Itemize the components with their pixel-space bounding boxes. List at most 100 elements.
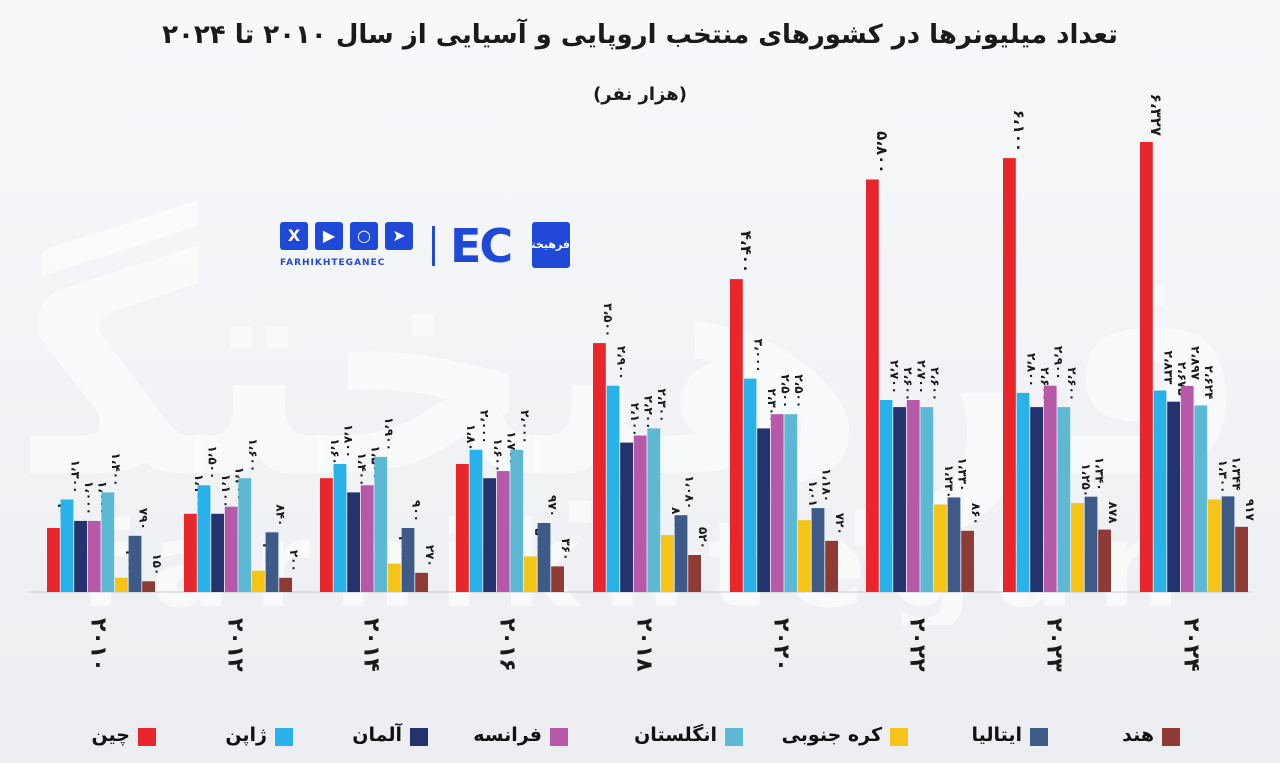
bar-8-1	[142, 581, 155, 592]
legend-swatch-6	[890, 728, 908, 746]
value-label-3-1: ۱،۰۰۰	[82, 481, 96, 515]
bar-3-4	[483, 478, 496, 592]
bar-6-9	[1208, 499, 1221, 592]
bar-2-2	[197, 485, 211, 592]
bar-8-2	[279, 577, 292, 592]
bar-1-9	[1140, 142, 1153, 592]
bar-3-9	[1167, 401, 1180, 592]
bar-1-3	[320, 478, 333, 592]
legend-item-6: کره جنوبی	[770, 722, 910, 752]
legend-item-7: ایتالیا	[910, 722, 1050, 752]
bar-8-6	[825, 540, 838, 592]
legend-item-8: هند	[1042, 722, 1182, 752]
brand-badge: فرهیختگان	[532, 222, 570, 268]
youtube-icon: ▶	[315, 222, 343, 250]
bar-1-2	[184, 513, 197, 592]
bar-5-8	[1057, 407, 1071, 592]
bar-5-7	[920, 407, 934, 592]
bar-5-1	[101, 492, 115, 592]
value-label-2-1: ۱،۳۰۰	[68, 460, 82, 494]
legend-swatch-2	[275, 728, 293, 746]
value-label-5-8: ۲،۶۰۰	[1065, 367, 1079, 401]
value-label-2-2: ۱،۵۰۰	[205, 445, 219, 479]
legend-item-4: فرانسه	[430, 722, 570, 752]
legend: چین ژاپن آلمان فرانسه انگلستان کره جنوبی ایتال…	[0, 722, 1280, 752]
legend-label-3: آلمان	[352, 724, 402, 746]
value-label-6-8: ۱،۲۵۰	[1079, 463, 1093, 497]
legend-label-6: کره جنوبی	[781, 724, 882, 746]
value-label-5-9: ۲،۶۲۴	[1202, 366, 1216, 400]
bar-3-1	[74, 520, 87, 592]
value-label-5-7: ۲،۶۰۰	[928, 367, 942, 401]
category-label-7: ۲۰۲۲	[904, 618, 929, 672]
legend-item-1: چین	[18, 722, 158, 752]
legend-item-3: آلمان	[290, 722, 430, 752]
bar-3-6	[757, 428, 770, 592]
value-label-8-6: ۷۲۰	[833, 513, 847, 535]
brand-divider	[432, 226, 435, 266]
bar-4-9	[1180, 386, 1194, 592]
category-label-2: ۲۰۱۲	[222, 618, 247, 672]
bar-6-8	[1071, 503, 1084, 592]
bar-8-3	[415, 572, 428, 592]
legend-item-2: ژاپن	[155, 722, 295, 752]
value-label-4-9: ۲،۸۹۷	[1189, 346, 1203, 381]
bar-1-7	[866, 179, 879, 592]
bar-3-5	[620, 442, 633, 592]
value-label-4-7: ۲،۷۰۰	[915, 360, 929, 394]
value-label-2-5: ۲،۹۰۰	[614, 346, 628, 380]
legend-label-5: انگلستان	[634, 724, 717, 746]
bar-5-6	[784, 414, 798, 592]
value-label-8-9: ۹۱۷	[1243, 499, 1257, 522]
value-label-2-6: ۳،۰۰۰	[751, 339, 765, 373]
value-label-1-8: ۶،۱۰۰	[1010, 110, 1028, 152]
value-label-8-3: ۲۷۰	[423, 545, 437, 567]
category-label-3: ۲۰۱۴	[358, 618, 383, 672]
value-label-7-3: ۹۰۰	[409, 500, 423, 522]
bar-3-2	[211, 513, 224, 592]
value-label-7-5: ۱،۰۸۰	[682, 475, 696, 509]
bar-5-2	[238, 478, 252, 592]
brand-logo: X ▶ ○ ➤ FARHIKHTEGANEC EC فرهیختگان	[280, 222, 580, 274]
value-label-2-7: ۲،۷۰۰	[887, 360, 901, 394]
value-label-8-5: ۵۲۰	[696, 527, 710, 549]
value-label-2-4: ۲،۰۰۰	[477, 410, 491, 444]
legend-swatch-3	[410, 728, 428, 746]
bar-8-5	[688, 555, 701, 592]
bar-2-3	[333, 464, 347, 592]
bar-2-9	[1153, 390, 1167, 592]
bar-4-4	[496, 471, 510, 592]
value-label-3-7: ۲،۶۰۰	[901, 367, 915, 401]
bar-2-4	[469, 449, 483, 592]
bar-1-1	[47, 528, 60, 592]
legend-item-5: انگلستان	[605, 722, 745, 752]
bar-1-6	[730, 279, 743, 592]
bar-1-8	[1003, 158, 1016, 592]
bar-7-3	[401, 528, 415, 592]
bar-5-3	[374, 456, 388, 592]
bar-7-9	[1221, 496, 1235, 592]
value-label-8-8: ۸۷۸	[1106, 502, 1120, 525]
bar-5-5	[647, 428, 661, 592]
value-label-3-3: ۱،۴۰۰	[355, 453, 369, 487]
category-label-9: ۲۰۲۴	[1178, 618, 1203, 672]
value-label-8-2: ۲۰۰	[287, 550, 301, 572]
legend-swatch-1	[138, 728, 156, 746]
value-label-1-4: ۱،۸۰۰	[464, 424, 478, 458]
bar-7-1	[128, 535, 142, 592]
bar-6-3	[388, 563, 401, 592]
value-label-7-9: ۱،۳۴۴	[1229, 457, 1243, 491]
value-label-5-6: ۲،۵۰۰	[792, 374, 806, 408]
brand-ec: EC	[450, 219, 513, 273]
bar-2-5	[606, 385, 620, 592]
legend-swatch-5	[725, 728, 743, 746]
bar-7-6	[811, 508, 825, 592]
legend-swatch-4	[550, 728, 568, 746]
value-label-5-1: ۱،۴۰۰	[109, 453, 123, 487]
value-label-1-7: ۵،۸۰۰	[873, 131, 891, 173]
value-label-7-7: ۱،۳۳۰	[955, 458, 969, 492]
legend-label-7: ایتالیا	[971, 724, 1022, 746]
value-label-5-3: ۱،۹۰۰	[382, 417, 396, 451]
value-label-5-5: ۲،۳۰۰	[655, 389, 669, 423]
